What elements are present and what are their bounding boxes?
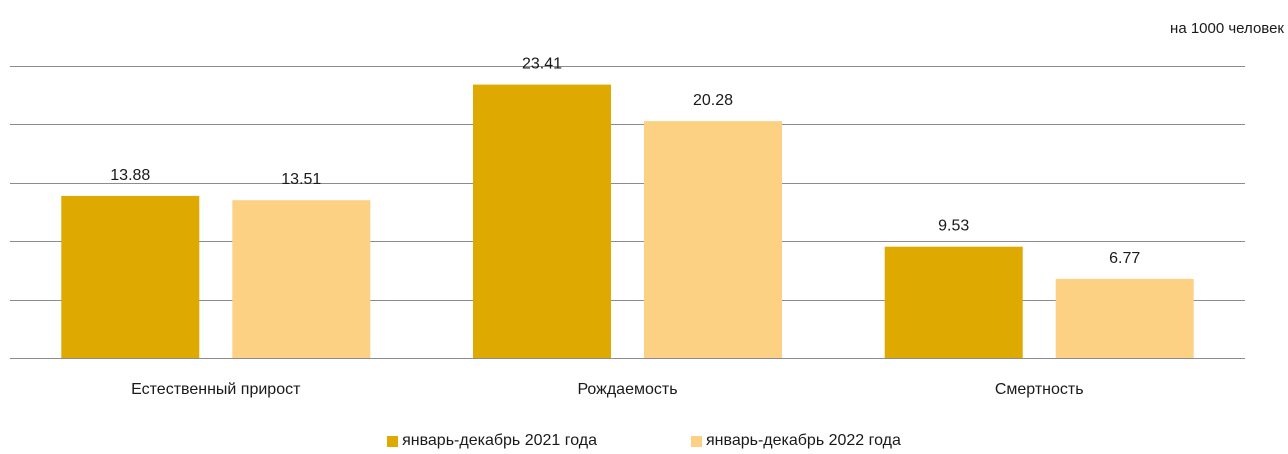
bars [61, 84, 1194, 358]
data-label: 9.53 [938, 218, 969, 235]
data-labels: 13.88 13.51 23.41 20.28 9.53 6.77 [110, 56, 1140, 267]
bar-2021-2 [884, 246, 1023, 358]
legend-item-2022: январь-декабрь 2022 года [691, 432, 901, 450]
bar-2022-0 [232, 200, 371, 358]
gridlines [10, 66, 1245, 301]
bar-2022-2 [1055, 278, 1194, 358]
data-label: 20.28 [693, 92, 733, 109]
legend: январь-декабрь 2021 года январь-декабрь … [0, 432, 1288, 450]
legend-label-2022: январь-декабрь 2022 года [706, 432, 901, 449]
legend-item-2021: январь-декабрь 2021 года [387, 432, 597, 450]
bar-chart: 13.88 13.51 23.41 20.28 9.53 6.77 Естественны… [10, 56, 1245, 398]
legend-label-2021: январь-декабрь 2021 года [402, 432, 597, 449]
bar-2022-1 [644, 121, 782, 358]
data-label: 13.88 [110, 167, 150, 184]
category-label: Рождаемость [577, 381, 677, 398]
bar-2021-1 [473, 84, 611, 358]
bar-2021-0 [61, 195, 200, 358]
data-label: 6.77 [1109, 250, 1140, 267]
x-axis: Естественный прирост Рождаемость Смертност… [10, 358, 1245, 398]
legend-swatch-2022 [691, 435, 702, 447]
data-label: 13.51 [281, 171, 321, 188]
legend-swatch-2021 [387, 435, 399, 447]
category-label: Естественный прирост [131, 381, 301, 398]
category-label: Смертность [995, 381, 1084, 398]
unit-label: на 1000 человек [1170, 20, 1284, 37]
data-label: 23.41 [522, 56, 562, 73]
